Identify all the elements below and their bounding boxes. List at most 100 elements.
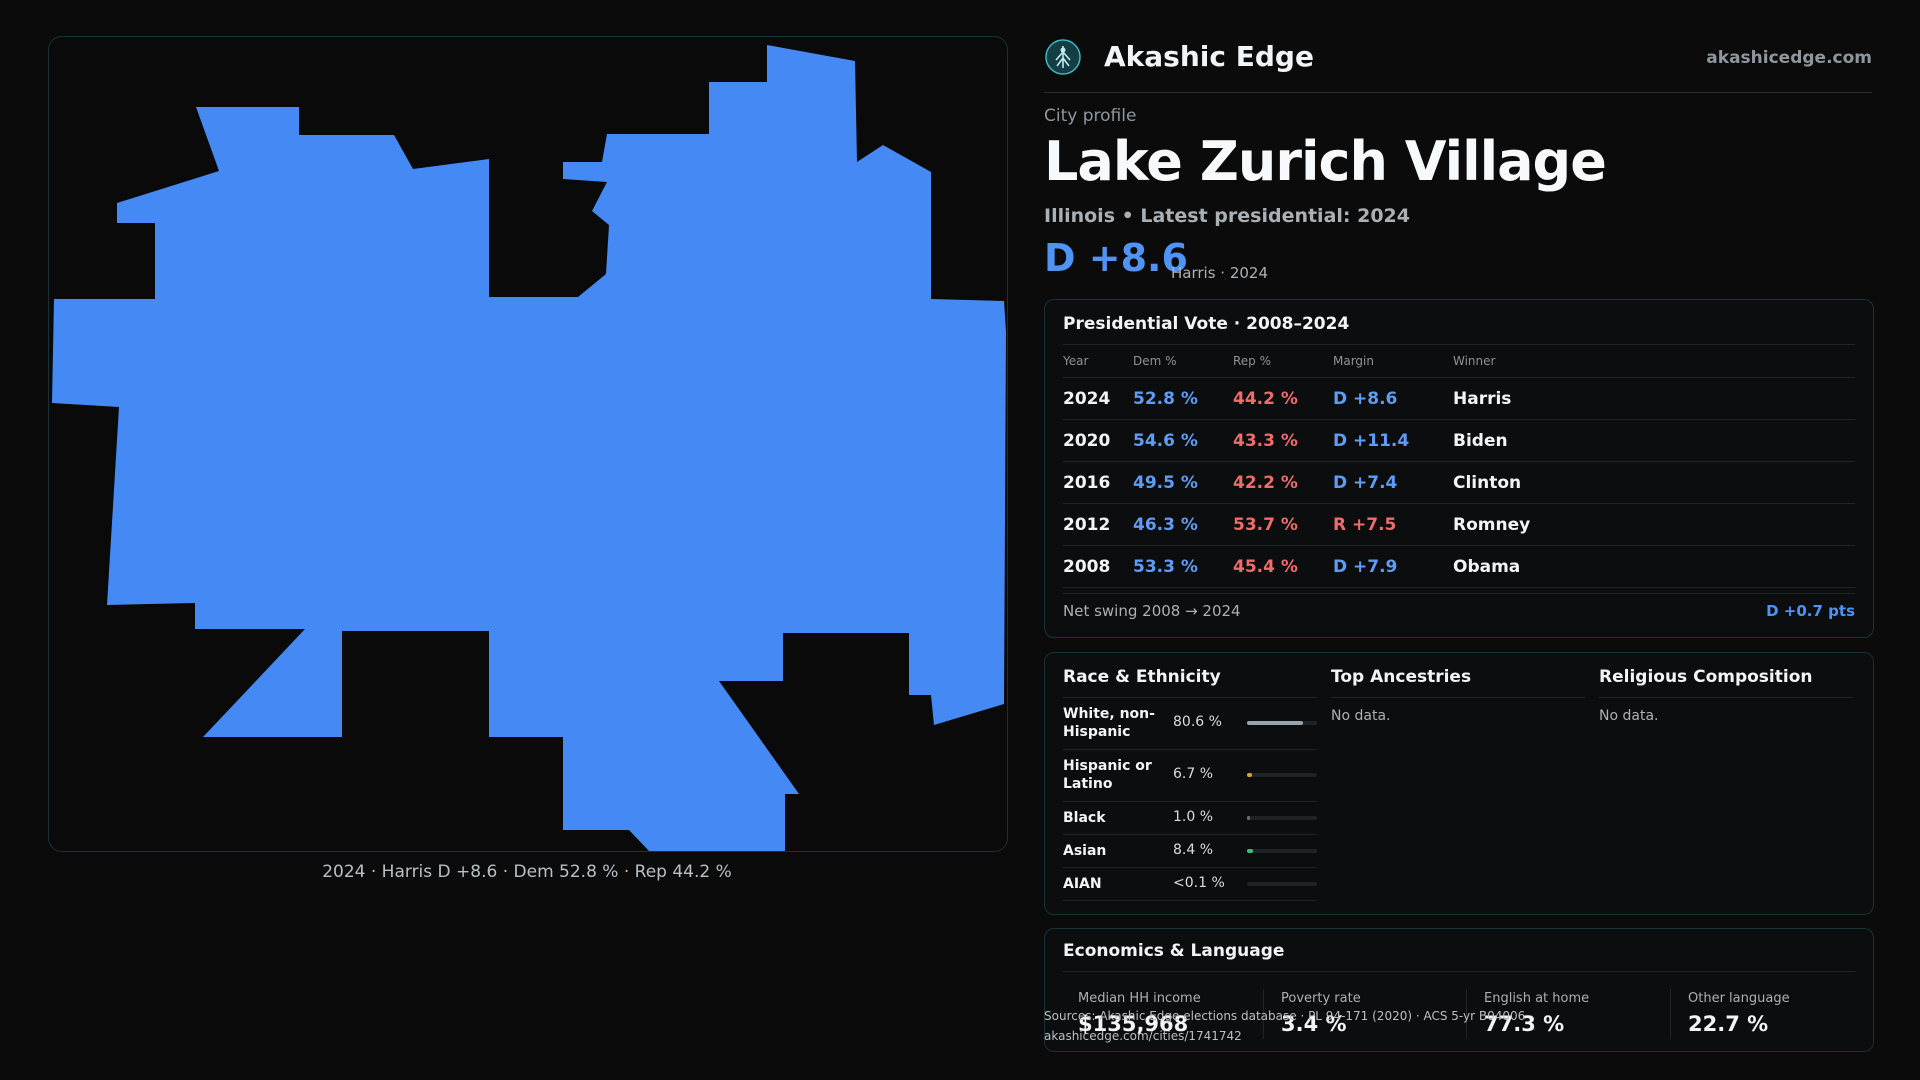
presidential-vote-table: Year Dem % Rep % Margin Winner 2024 52.8…	[1063, 344, 1855, 588]
stat-label: English at home	[1484, 991, 1590, 1006]
dem-pct-cell: 54.6 %	[1133, 419, 1233, 462]
year-cell: 2024	[1063, 377, 1133, 420]
race-bar-fill	[1247, 849, 1253, 853]
religious-composition-section: Religious Composition No data.	[1599, 667, 1853, 724]
dem-pct-cell: 53.3 %	[1133, 545, 1233, 588]
rep-pct-cell: 53.7 %	[1233, 503, 1333, 546]
winner-cell: Obama	[1453, 545, 1855, 588]
table-row: 2012 46.3 % 53.7 % R +7.5 Romney	[1063, 503, 1855, 546]
year-cell: 2020	[1063, 419, 1133, 462]
top-ancestries-title: Top Ancestries	[1331, 667, 1585, 698]
table-row: 2016 49.5 % 42.2 % D +7.4 Clinton	[1063, 461, 1855, 504]
demographics-card: Race & Ethnicity White, non-Hispanic 80.…	[1044, 652, 1874, 915]
other-language-stat: Other language 22.7 %	[1688, 991, 1790, 1036]
race-bar-fill	[1247, 773, 1252, 777]
column-header-dem: Dem %	[1133, 344, 1233, 378]
latest-margin-note: Harris · 2024	[1171, 264, 1269, 282]
race-bar-fill	[1247, 816, 1250, 820]
page-title: Lake Zurich Village	[1044, 130, 1607, 193]
dem-pct-cell: 49.5 %	[1133, 461, 1233, 504]
race-bar-track	[1247, 721, 1317, 725]
presidential-vote-card: Presidential Vote · 2008–2024 Year Dem %…	[1044, 299, 1874, 638]
rep-pct-cell: 43.3 %	[1233, 419, 1333, 462]
map-caption: 2024 · Harris D +8.6 · Dem 52.8 % · Rep …	[322, 862, 732, 882]
brand-name: Akashic Edge	[1104, 40, 1314, 73]
profile-label: City profile	[1044, 106, 1137, 126]
table-row: 2008 53.3 % 45.4 % D +7.9 Obama	[1063, 545, 1855, 588]
year-cell: 2012	[1063, 503, 1133, 546]
rep-pct-cell: 42.2 %	[1233, 461, 1333, 504]
margin-cell: D +7.9	[1333, 545, 1453, 588]
dem-pct-cell: 52.8 %	[1133, 377, 1233, 420]
brand-header: Akashic Edge akashicedge.com	[1044, 36, 1872, 93]
latest-margin: D +8.6	[1044, 236, 1188, 280]
stat-value: 3.4 %	[1281, 1012, 1347, 1036]
dem-pct-cell: 46.3 %	[1133, 503, 1233, 546]
map-canvas	[52, 45, 1006, 851]
brand-url-link[interactable]: akashicedge.com	[1706, 48, 1872, 68]
divider	[1063, 971, 1855, 972]
year-cell: 2016	[1063, 461, 1133, 504]
religious-composition-empty: No data.	[1599, 708, 1659, 724]
stat-value: $135,968	[1078, 1012, 1189, 1036]
margin-cell: D +8.6	[1333, 377, 1453, 420]
race-ethnicity-section: Race & Ethnicity White, non-Hispanic 80.…	[1063, 667, 1317, 901]
economics-language-title: Economics & Language	[1063, 941, 1285, 961]
net-swing-value: D +0.7 pts	[1766, 602, 1855, 620]
winner-cell: Harris	[1453, 377, 1855, 420]
race-label: White, non-Hispanic	[1063, 706, 1155, 740]
race-label: AIAN	[1063, 876, 1102, 892]
stat-label: Median HH income	[1078, 991, 1201, 1006]
race-row: Black 1.0 %	[1063, 802, 1317, 835]
city-boundary-shape[interactable]	[52, 45, 1006, 851]
net-swing-label: Net swing 2008 → 2024	[1063, 602, 1241, 620]
winner-cell: Biden	[1453, 419, 1855, 462]
race-label: Black	[1063, 810, 1106, 826]
top-ancestries-empty: No data.	[1331, 708, 1391, 724]
race-row: AIAN <0.1 %	[1063, 868, 1317, 901]
divider	[1670, 989, 1671, 1039]
race-bar-fill	[1247, 721, 1303, 725]
poverty-rate-stat: Poverty rate 3.4 %	[1281, 991, 1361, 1036]
race-value: 1.0 %	[1173, 809, 1214, 825]
stat-label: Poverty rate	[1281, 991, 1361, 1006]
column-header-winner: Winner	[1453, 344, 1855, 378]
sources-text: Sources: Akashic Edge elections database…	[1044, 1009, 1526, 1023]
race-value: 6.7 %	[1173, 766, 1214, 782]
race-row: Hispanic or Latino 6.7 %	[1063, 750, 1317, 802]
margin-cell: R +7.5	[1333, 503, 1453, 546]
race-value: 8.4 %	[1173, 842, 1214, 858]
source-url-link[interactable]: akashicedge.com/cities/1741742	[1044, 1029, 1242, 1043]
tree-of-life-icon	[1045, 39, 1081, 75]
table-header-row: Year Dem % Rep % Margin Winner	[1063, 344, 1855, 378]
race-bar-track	[1247, 773, 1317, 777]
table-row: 2020 54.6 % 43.3 % D +11.4 Biden	[1063, 419, 1855, 462]
year-cell: 2008	[1063, 545, 1133, 588]
stat-value: 77.3 %	[1484, 1012, 1565, 1036]
race-value: 80.6 %	[1173, 714, 1222, 730]
column-header-year: Year	[1063, 344, 1133, 378]
divider	[1466, 989, 1467, 1039]
race-label: Hispanic or Latino	[1063, 758, 1152, 792]
religious-composition-title: Religious Composition	[1599, 667, 1853, 698]
race-bar-track	[1247, 882, 1317, 886]
race-bar-track	[1247, 849, 1317, 853]
column-header-margin: Margin	[1333, 344, 1453, 378]
race-label: Asian	[1063, 843, 1107, 859]
margin-cell: D +11.4	[1333, 419, 1453, 462]
top-ancestries-section: Top Ancestries No data.	[1331, 667, 1585, 724]
economics-language-card: Economics & Language Median HH income $1…	[1044, 928, 1874, 1052]
median-income-stat: Median HH income $135,968	[1078, 991, 1201, 1036]
race-ethnicity-title: Race & Ethnicity	[1063, 667, 1317, 698]
table-row: 2024 52.8 % 44.2 % D +8.6 Harris	[1063, 377, 1855, 420]
rep-pct-cell: 45.4 %	[1233, 545, 1333, 588]
race-bar-track	[1247, 816, 1317, 820]
city-subtitle: Illinois • Latest presidential: 2024	[1044, 205, 1411, 227]
city-boundary-map[interactable]	[48, 36, 1008, 852]
winner-cell: Clinton	[1453, 461, 1855, 504]
stat-value: 22.7 %	[1688, 1012, 1769, 1036]
stat-label: Other language	[1688, 991, 1790, 1006]
presidential-vote-title: Presidential Vote · 2008–2024	[1063, 314, 1350, 334]
net-swing-row: Net swing 2008 → 2024 D +0.7 pts	[1063, 593, 1855, 624]
race-value: <0.1 %	[1173, 875, 1225, 891]
